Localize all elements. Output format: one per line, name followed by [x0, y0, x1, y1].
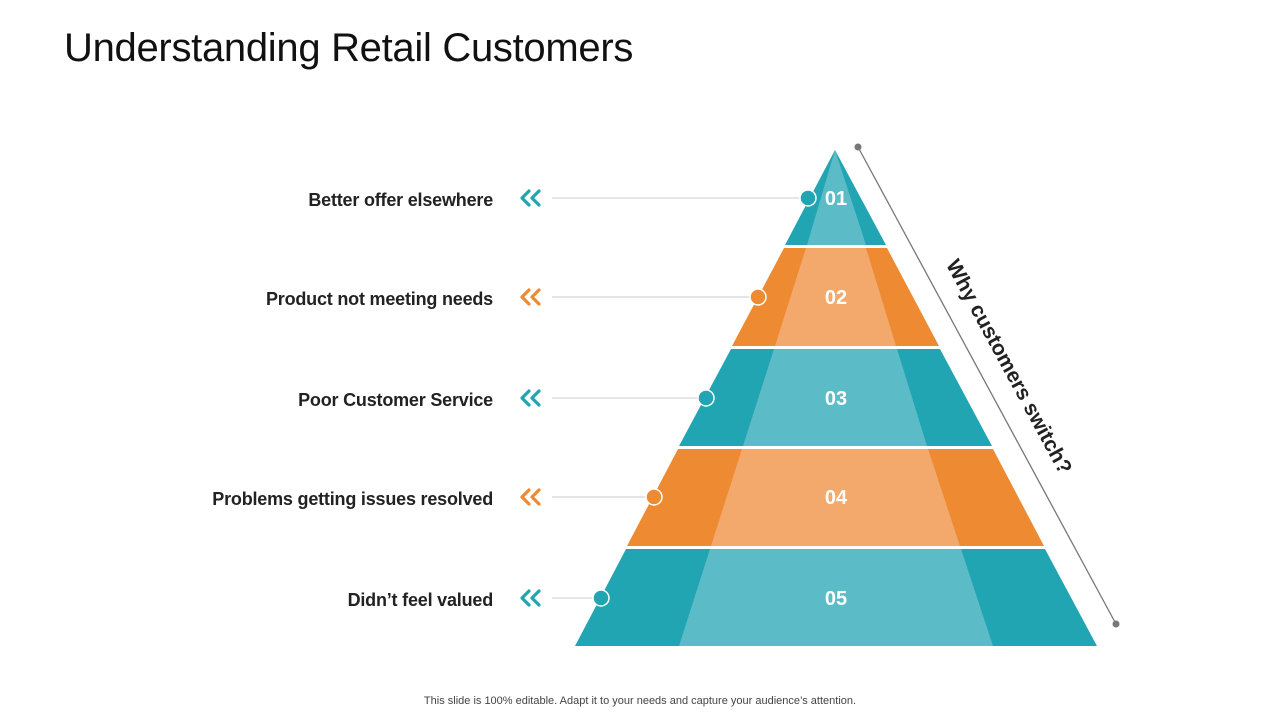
pyramid-level-2	[732, 248, 939, 346]
double-chevron-left-icon	[520, 488, 541, 506]
side-line-end-dot-icon	[1112, 620, 1120, 628]
level-number-5: 05	[825, 588, 847, 610]
level-label-5: Didn’t feel valued	[347, 590, 494, 610]
level-2-inner	[775, 248, 896, 346]
circle-marker-icon	[592, 589, 610, 607]
pyramid-level-4	[627, 449, 1044, 546]
level-4-inner	[711, 449, 960, 546]
level-1-inner	[807, 150, 866, 245]
circle-marker-icon	[697, 389, 715, 407]
double-chevron-left-icon	[520, 288, 541, 306]
level-number-1: 01	[825, 188, 847, 210]
footer-note: This slide is 100% editable. Adapt it to…	[423, 695, 857, 707]
slide-title: Understanding Retail Customers	[64, 26, 634, 70]
circle-marker-icon	[645, 488, 663, 506]
pyramid-level-5	[575, 549, 1097, 646]
level-label-4: Problems getting issues resolved	[212, 489, 493, 509]
level-3-inner	[743, 349, 927, 446]
double-chevron-left-icon	[520, 389, 541, 407]
level-number-2: 02	[825, 287, 847, 309]
pyramid-level-1	[785, 150, 886, 245]
level-5-inner	[679, 549, 993, 646]
level-label-1: Better offer elsewhere	[308, 190, 493, 210]
pyramid-level-3	[679, 349, 992, 446]
double-chevron-left-icon	[520, 189, 541, 207]
level-label-2: Product not meeting needs	[265, 289, 493, 309]
double-chevron-left-icon	[520, 589, 541, 607]
level-number-3: 03	[825, 388, 847, 410]
circle-marker-icon	[799, 189, 817, 207]
level-label-3: Poor Customer Service	[298, 390, 493, 410]
side-line	[857, 146, 1117, 625]
side-line-start-dot-icon	[854, 143, 862, 151]
circle-marker-icon	[749, 288, 767, 306]
level-number-4: 04	[825, 487, 848, 509]
